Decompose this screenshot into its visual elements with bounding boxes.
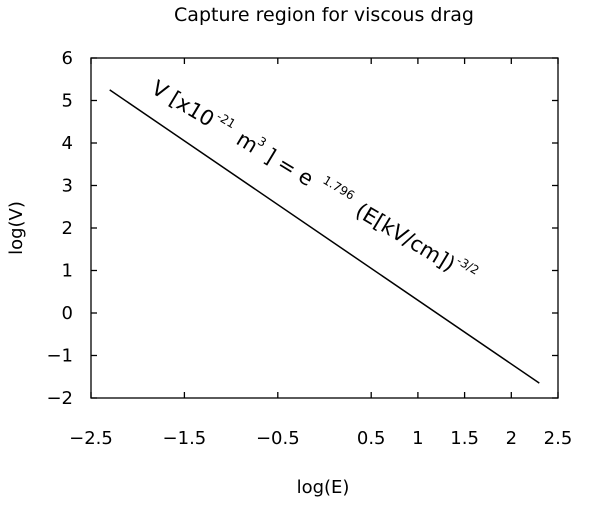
y-tick-label: 6 — [62, 48, 73, 69]
y-tick-label: 0 — [62, 303, 73, 324]
x-tick-label: 1 — [412, 428, 423, 449]
series-line — [109, 89, 540, 384]
x-tick-label: −2.5 — [69, 428, 113, 449]
y-axis-label: log(V) — [6, 201, 27, 255]
y-tick-label: 5 — [62, 91, 73, 112]
y-tick-label: 3 — [62, 176, 73, 197]
x-axis-ticks: −2.5 −1.5 −0.5 0.5 1 1.5 2 2.5 — [69, 58, 572, 449]
series-layer — [109, 89, 540, 384]
chart-title: Capture region for viscous drag — [174, 4, 474, 26]
plot-frame — [90, 57, 559, 399]
y-tick-label: 1 — [62, 261, 73, 282]
y-tick-label: −1 — [46, 346, 73, 367]
equation-part-g: (E[kV/cm]) — [351, 198, 459, 276]
equation-exponent-b: -21 — [214, 109, 238, 131]
y-tick-label: −2 — [46, 388, 73, 409]
equation-exponent-h: -3/2 — [454, 253, 481, 277]
equation-annotation: V [x10 -21 m 3 ] = e 1.796 (E[kV/cm]) -3… — [147, 76, 481, 278]
x-tick-label: −0.5 — [256, 428, 300, 449]
equation-exponent-f: 1.796 — [320, 173, 357, 203]
equation-part-e: ] = e — [261, 144, 318, 191]
x-tick-label: 2.5 — [544, 428, 573, 449]
x-tick-label: −1.5 — [163, 428, 207, 449]
y-axis-ticks: 6 5 4 3 2 1 0 −1 −2 — [46, 48, 558, 409]
x-tick-label: 0.5 — [357, 428, 386, 449]
x-tick-label: 2 — [506, 428, 517, 449]
y-tick-label: 2 — [62, 218, 73, 239]
y-tick-label: 4 — [62, 133, 73, 154]
x-tick-label: 1.5 — [450, 428, 479, 449]
x-axis-label: log(E) — [297, 477, 350, 498]
